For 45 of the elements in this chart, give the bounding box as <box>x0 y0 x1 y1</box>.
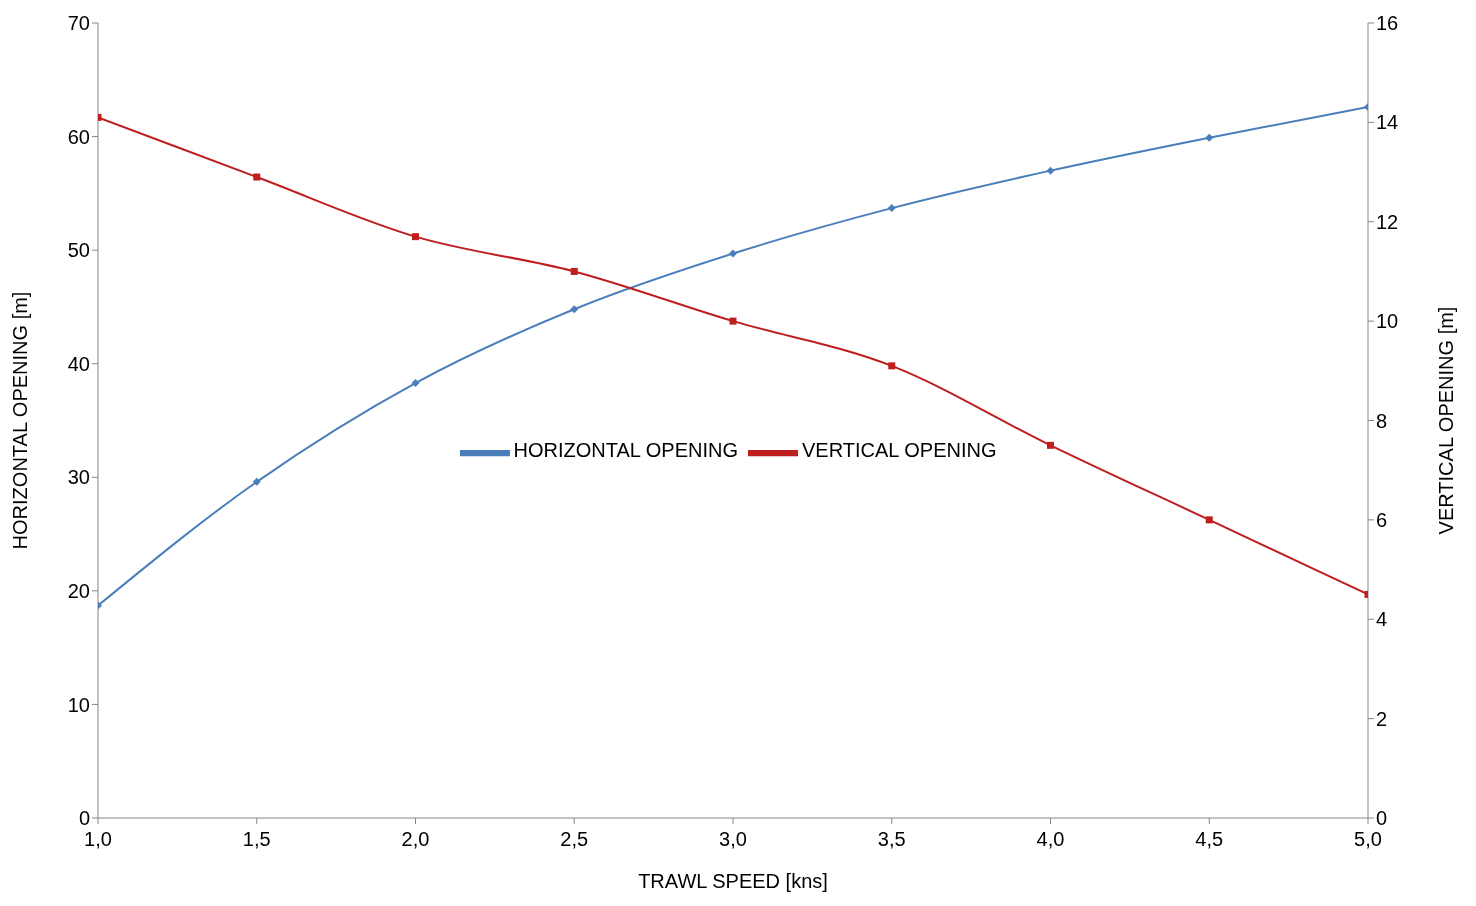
y2-tick-label: 4 <box>1376 608 1388 631</box>
point <box>570 305 579 314</box>
y-tick-label: 30 <box>67 466 90 489</box>
point <box>412 233 419 241</box>
y-tick-label: 10 <box>67 693 90 716</box>
legend-label: VERTICAL OPENING <box>801 439 997 462</box>
y2-tick-label: 2 <box>1376 707 1388 730</box>
point <box>729 249 737 258</box>
point <box>1205 516 1213 524</box>
point <box>570 267 578 275</box>
x-axis-title: TRAWL SPEED [kns] <box>638 870 828 892</box>
x-tick-label: 3,0 <box>719 828 747 851</box>
point <box>1205 133 1214 142</box>
x-tick-label: 1,0 <box>84 828 112 851</box>
x-tick-label: 4,0 <box>1036 828 1065 851</box>
y2-tick-label: 14 <box>1376 111 1399 134</box>
point <box>252 477 261 486</box>
legend-label: HORIZONTAL OPENING <box>513 439 738 462</box>
y-tick-label: 60 <box>67 125 90 148</box>
x-tick-label: 1,5 <box>242 828 271 851</box>
x-tick-label: 4,5 <box>1195 828 1224 851</box>
point <box>1046 166 1055 175</box>
y2-tick-label: 0 <box>1376 807 1388 830</box>
y2-tick-label: 8 <box>1376 409 1388 432</box>
y-tick-label: 20 <box>67 579 90 602</box>
y-tick-label: 50 <box>67 239 90 262</box>
y2-tick-label: 16 <box>1376 12 1399 35</box>
y-tick-label: 70 <box>67 12 90 35</box>
point <box>1047 441 1054 449</box>
y-tick-label: 0 <box>78 807 90 830</box>
x-tick-label: 5,0 <box>1354 828 1382 851</box>
y2-tick-label: 6 <box>1376 508 1388 531</box>
point <box>729 317 737 325</box>
y2-tick-label: 10 <box>1376 310 1399 333</box>
point <box>888 362 896 370</box>
x-tick-label: 3,5 <box>877 828 906 851</box>
y2-axis-title: VERTICAL OPENING [m] <box>1435 306 1458 535</box>
x-tick-label: 2,5 <box>560 828 589 851</box>
x-tick-label: 2,0 <box>401 828 430 851</box>
point <box>253 173 261 181</box>
y-axis-title: HORIZONTAL OPENING [m] <box>9 291 32 550</box>
point <box>411 379 420 388</box>
y2-tick-label: 12 <box>1376 210 1399 233</box>
y-tick-label: 40 <box>67 352 90 375</box>
point <box>887 204 896 213</box>
